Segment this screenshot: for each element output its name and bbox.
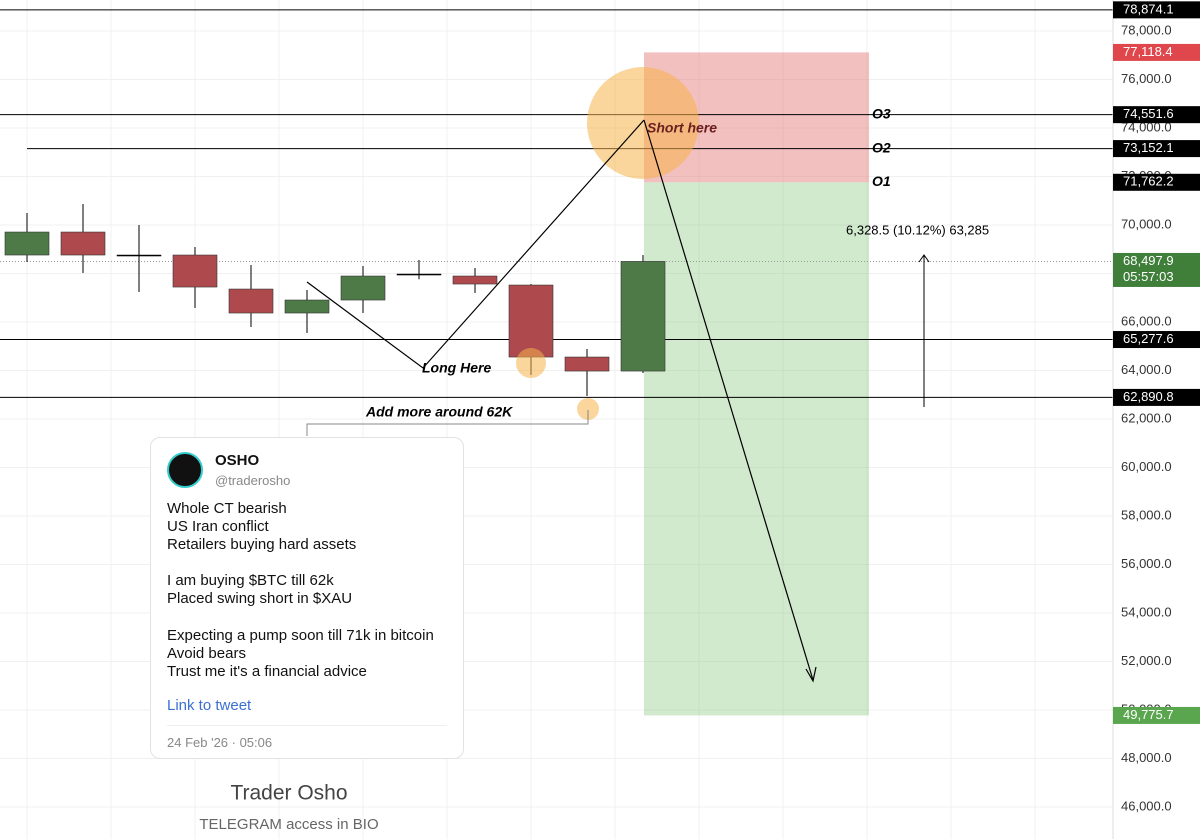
candle-body	[452, 275, 498, 285]
tweet-line: Trust me it's a financial advice	[167, 663, 367, 680]
footer-title: Trader Osho	[230, 782, 347, 805]
price-label-box	[1113, 140, 1200, 158]
annotation: Short here	[647, 120, 717, 136]
tweet-line: Expecting a pump soon till 71k in bitcoi…	[167, 627, 434, 644]
footer-subtitle: TELEGRAM access in BIO	[199, 816, 378, 833]
price-label-box	[1113, 252, 1200, 287]
price-label-box	[1113, 388, 1200, 406]
level-name: O1	[872, 173, 891, 189]
price-label: 78,874.1	[1123, 1, 1174, 16]
candle-body	[564, 356, 610, 372]
candle-body	[620, 261, 666, 372]
y-tick-label: 64,000.0	[1121, 362, 1172, 377]
y-tick-label: 78,000.0	[1121, 22, 1172, 37]
path-drawing	[306, 119, 645, 369]
tweet-handle: @traderosho	[215, 473, 291, 488]
candle-body	[4, 231, 50, 256]
highlight-circle	[516, 348, 546, 378]
arrow	[643, 119, 814, 681]
tweet-line: Retailers buying hard assets	[167, 536, 357, 553]
y-tick-label: 70,000.0	[1121, 216, 1172, 231]
connector	[306, 410, 589, 436]
price-label-box	[1113, 43, 1200, 61]
avatar	[167, 452, 203, 488]
level-name: O2	[872, 139, 891, 155]
annotation: Add more around 62K	[365, 404, 513, 420]
arrow-head	[805, 666, 817, 683]
y-tick-label: 60,000.0	[1121, 459, 1172, 474]
price-label-box	[1113, 706, 1200, 724]
price-label: 68,497.9	[1123, 253, 1174, 268]
tweet-link[interactable]: Link to tweet	[167, 697, 252, 714]
y-tick-label: 46,000.0	[1121, 798, 1172, 813]
y-tick-label: 56,000.0	[1121, 556, 1172, 571]
tweet-line: Placed swing short in $XAU	[167, 590, 353, 607]
y-tick-label: 74,000.0	[1121, 119, 1172, 134]
tweet-line: US Iran conflict	[167, 518, 269, 535]
highlight-circle	[577, 398, 599, 420]
candle-body	[60, 231, 106, 256]
highlight-circle	[587, 67, 699, 179]
measure-label: 6,328.5 (10.12%) 63,285	[846, 222, 989, 237]
tweet-line: Whole CT bearish	[167, 500, 287, 517]
price-label-box	[1113, 1, 1200, 19]
y-tick-label: 48,000.0	[1121, 750, 1172, 765]
price-label: 73,152.1	[1123, 140, 1174, 155]
candle-body	[340, 275, 386, 301]
candle-body	[508, 284, 554, 358]
candle-body	[116, 254, 162, 257]
annotation: Long Here	[422, 360, 491, 376]
y-tick-label: 66,000.0	[1121, 313, 1172, 328]
arrow-head	[918, 254, 930, 263]
y-tick-label: 58,000.0	[1121, 507, 1172, 522]
price-label-box	[1113, 106, 1200, 124]
y-tick-label: 76,000.0	[1121, 71, 1172, 86]
price-label: 65,277.6	[1123, 331, 1174, 346]
y-tick-label: 62,000.0	[1121, 410, 1172, 425]
candle-body	[172, 254, 218, 288]
tweet-name: OSHO	[215, 452, 260, 469]
price-label: 49,775.7	[1123, 707, 1174, 722]
candle-body	[396, 273, 442, 276]
candle-body	[228, 288, 274, 314]
price-label-box	[1113, 173, 1200, 191]
y-tick-label: 52,000.0	[1121, 653, 1172, 668]
price-label: 62,890.8	[1123, 389, 1174, 404]
countdown: 05:57:03	[1123, 269, 1174, 284]
tweet-line: Avoid bears	[167, 645, 246, 662]
tweet-line: I am buying $BTC till 62k	[167, 572, 334, 589]
tweet-date: 24 Feb '26 · 05:06	[167, 735, 273, 750]
price-label: 71,762.2	[1123, 174, 1174, 189]
y-tick-label: 54,000.0	[1121, 604, 1172, 619]
candle-body	[284, 299, 330, 314]
target-zone	[644, 182, 869, 716]
price-label: 74,551.6	[1123, 106, 1174, 121]
tweet-card: OSHO @traderosho Whole CT bearish US Iran…	[150, 437, 464, 759]
level-name: O3	[872, 105, 891, 121]
price-label-box	[1113, 331, 1200, 349]
price-label: 77,118.4	[1123, 44, 1173, 59]
